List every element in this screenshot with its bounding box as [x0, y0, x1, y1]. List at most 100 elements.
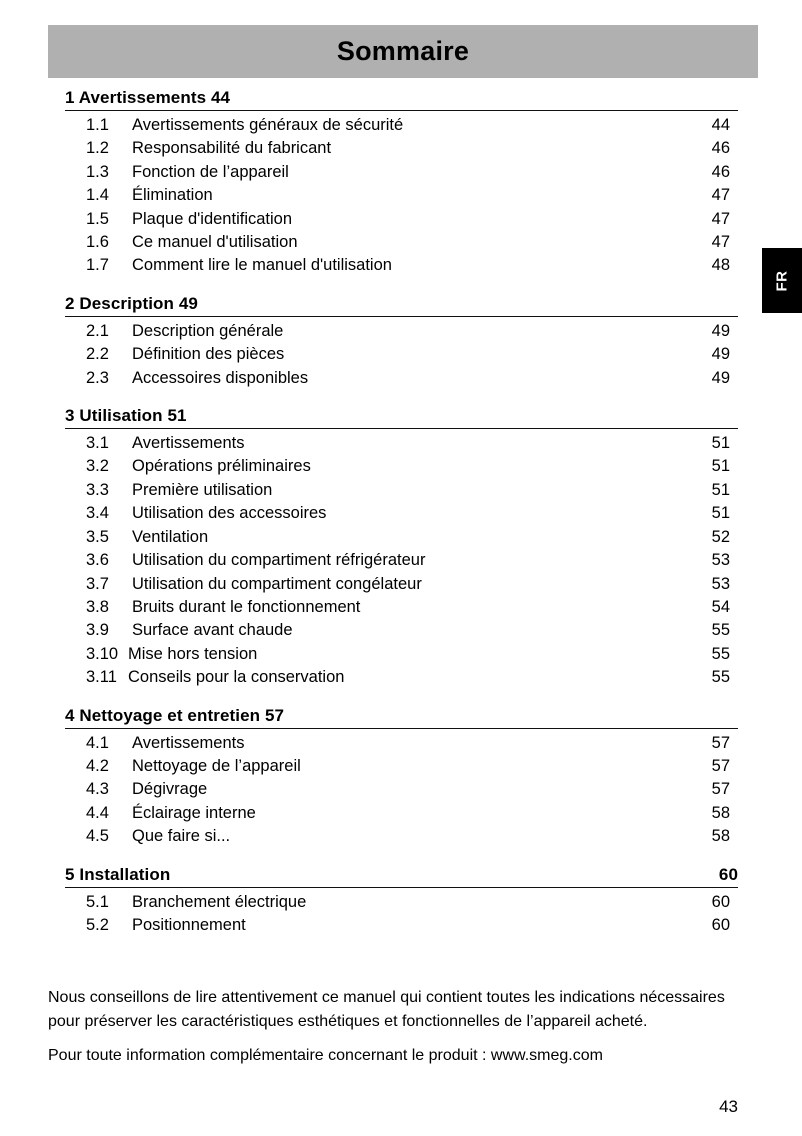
toc-section-heading-title: 3 Utilisation 51 — [65, 406, 187, 426]
toc-entry[interactable]: 5.1 Branchement électrique 60 — [48, 891, 738, 914]
toc-entry[interactable]: 1.5 Plaque d'identification 47 — [48, 208, 738, 231]
toc-entry-number: 5.2 — [86, 915, 109, 934]
toc-entry-number: 3.2 — [86, 457, 109, 476]
toc-entry-number: 5.1 — [86, 892, 109, 911]
toc-entry[interactable]: 1.4 Élimination 47 — [48, 184, 738, 207]
toc-entry[interactable]: 4.3 Dégivrage 57 — [48, 778, 738, 801]
table-of-contents: 1 Avertissements 44 1.1 Avertissements gén… — [48, 88, 738, 937]
toc-section: 3 Utilisation 51 3.1 Avertissements 51 3.2 Op… — [48, 406, 738, 689]
toc-entry-number: 3.4 — [86, 504, 109, 523]
toc-entry-number: 3.6 — [86, 551, 109, 570]
footer-note: Nous conseillons de lire attentivement c… — [48, 986, 748, 1068]
toc-entry-page: 60 — [711, 915, 730, 934]
toc-entry[interactable]: 3.11 Conseils pour la conservation 55 — [48, 666, 738, 689]
toc-section: 4 Nettoyage et entretien 57 4.1 Avertissem… — [48, 706, 738, 849]
toc-section-heading[interactable]: 5 Installation 60 — [48, 865, 738, 887]
toc-section-divider — [65, 727, 738, 729]
toc-section: 1 Avertissements 44 1.1 Avertissements gén… — [48, 88, 738, 278]
toc-entry-number: 4.4 — [86, 803, 109, 822]
toc-entry[interactable]: 5.2 Positionnement 60 — [48, 914, 738, 937]
toc-entry[interactable]: 2.3 Accessoires disponibles 49 — [48, 367, 738, 390]
toc-section-divider — [65, 110, 738, 111]
toc-entry-page: 46 — [711, 139, 730, 158]
toc-entry-number: 4.3 — [86, 780, 109, 799]
toc-entry-page: 49 — [711, 368, 730, 387]
toc-entry-page: 60 — [711, 892, 730, 911]
toc-entry-page: 51 — [711, 457, 730, 476]
toc-entry-number: 1.5 — [86, 209, 109, 228]
toc-entry[interactable]: 3.5 Ventilation 52 — [48, 526, 738, 549]
toc-entry[interactable]: 2.2 Définition des pièces 49 — [48, 343, 738, 366]
toc-entry-number: 3.5 — [86, 527, 109, 546]
toc-entry-page: 49 — [711, 321, 730, 340]
toc-entry-page: 58 — [711, 827, 730, 846]
toc-entry[interactable]: 4.1 Avertissements 57 — [48, 732, 738, 755]
toc-entry[interactable]: 1.7 Comment lire le manuel d'utilisation 4… — [48, 254, 738, 277]
toc-entry[interactable]: 3.7 Utilisation du compartiment congélate… — [48, 573, 738, 596]
toc-entry[interactable]: 3.8 Bruits durant le fonctionnement 54 — [48, 596, 738, 619]
toc-entry-page: 49 — [711, 345, 730, 364]
toc-entry-number: 3.3 — [86, 480, 109, 499]
toc-entry-page: 44 — [711, 116, 730, 134]
toc-section-heading-title: 1 Avertissements 44 — [65, 88, 231, 107]
toc-entry-label: Définition des pièces — [132, 345, 285, 364]
toc-entry-label: Description générale — [132, 321, 284, 340]
toc-entry-page: 51 — [711, 480, 730, 499]
language-tab: FR — [762, 248, 802, 313]
toc-entry-label: Ventilation — [132, 527, 209, 546]
toc-entry-number: 1.6 — [86, 233, 109, 252]
toc-entry-label: Avertissements généraux de sécurité — [132, 116, 404, 134]
toc-entry[interactable]: 1.1 Avertissements généraux de sécurité 44 — [48, 114, 738, 137]
toc-entry-label: Utilisation du compartiment réfrigérateu… — [132, 551, 426, 570]
toc-entry[interactable]: 3.6 Utilisation du compartiment réfrigéra… — [48, 549, 738, 572]
toc-entry-label: Comment lire le manuel d'utilisation — [132, 256, 392, 275]
toc-entry-label: Branchement électrique — [132, 892, 307, 911]
toc-entry-page: 52 — [711, 527, 730, 546]
toc-entry-label: Avertissements — [132, 434, 245, 453]
toc-entry[interactable]: 4.4 Éclairage interne 58 — [48, 802, 738, 825]
toc-entry-page: 55 — [711, 644, 730, 663]
toc-entry-page: 47 — [711, 186, 730, 205]
toc-entry-label: Opérations préliminaires — [132, 457, 311, 476]
toc-entry-number: 3.10 — [86, 644, 119, 663]
toc-entry[interactable]: 4.2 Nettoyage de l’appareil 57 — [48, 755, 738, 778]
toc-entry[interactable]: 3.4 Utilisation des accessoires 51 — [48, 502, 738, 525]
toc-entry[interactable]: 2.1 Description générale 49 — [48, 320, 738, 343]
toc-entry-page: 57 — [711, 780, 730, 799]
toc-entry-page: 55 — [711, 621, 730, 640]
toc-entry-label: Accessoires disponibles — [132, 368, 309, 387]
toc-entry-page: 51 — [711, 504, 730, 523]
toc-section-divider — [65, 428, 738, 430]
toc-entry-number: 3.9 — [86, 621, 109, 640]
toc-entry-label: Positionnement — [132, 915, 246, 934]
toc-entry[interactable]: 3.9 Surface avant chaude 55 — [48, 619, 738, 642]
toc-entry-label: Plaque d'identification — [132, 209, 293, 228]
toc-entry[interactable]: 4.5 Que faire si... 58 — [48, 825, 738, 848]
toc-section-heading[interactable]: 3 Utilisation 51 — [48, 406, 738, 428]
toc-entry[interactable]: 3.2 Opérations préliminaires 51 — [48, 455, 738, 478]
toc-entry-label: Surface avant chaude — [132, 621, 293, 640]
toc-entry-label: Dégivrage — [132, 780, 208, 799]
toc-entry-page: 48 — [711, 256, 730, 275]
toc-entry[interactable]: 3.3 Première utilisation 51 — [48, 479, 738, 502]
toc-entry-page: 53 — [711, 551, 730, 570]
toc-entry-label: Ce manuel d'utilisation — [132, 233, 298, 252]
toc-entry[interactable]: 1.2 Responsabilité du fabricant 46 — [48, 137, 738, 160]
toc-section-heading[interactable]: 1 Avertissements 44 — [48, 88, 738, 110]
toc-entry[interactable]: 1.6 Ce manuel d'utilisation 47 — [48, 231, 738, 254]
toc-entry-number: 1.1 — [86, 116, 109, 134]
footer-note-paragraph-2: Pour toute information complémentaire co… — [48, 1047, 603, 1064]
toc-section-heading[interactable]: 4 Nettoyage et entretien 57 — [48, 706, 738, 728]
toc-entry-number: 2.3 — [86, 368, 109, 387]
toc-entry-number: 3.8 — [86, 597, 109, 616]
toc-entry[interactable]: 1.3 Fonction de l’appareil 46 — [48, 161, 738, 184]
toc-entry-number: 4.1 — [86, 733, 109, 752]
toc-entry-page: 46 — [711, 162, 730, 181]
toc-entry[interactable]: 3.10 Mise hors tension 55 — [48, 643, 738, 666]
toc-entry-page: 53 — [711, 574, 730, 593]
toc-entry[interactable]: 3.1 Avertissements 51 — [48, 432, 738, 455]
language-tab-label: FR — [773, 270, 791, 291]
toc-section-heading[interactable]: 2 Description 49 — [48, 294, 738, 316]
toc-section-divider — [65, 886, 738, 888]
toc-entry-page: 57 — [711, 756, 730, 775]
